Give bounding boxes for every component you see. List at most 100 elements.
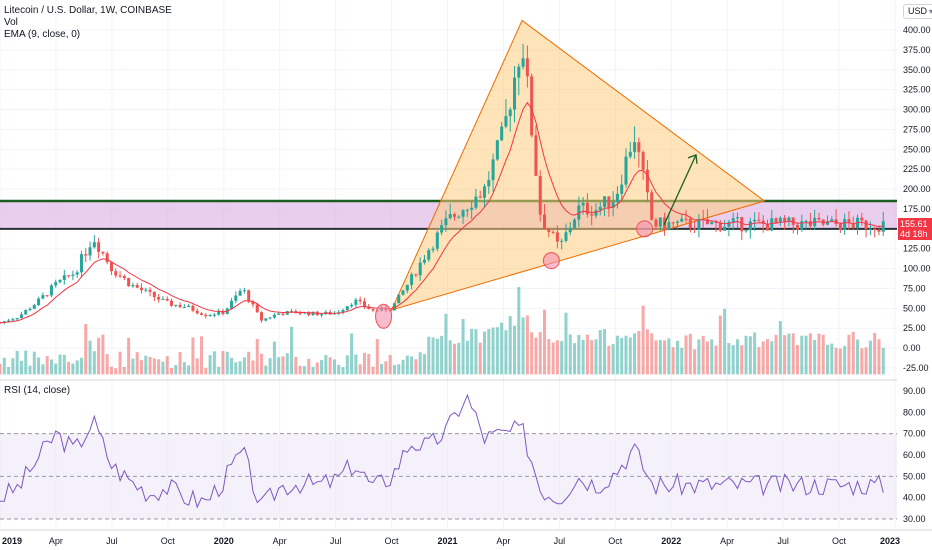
candle-body [242, 290, 246, 292]
volume-bar [650, 333, 654, 375]
volume-bar [242, 357, 246, 375]
candle-body [392, 303, 396, 311]
time-tick-label: Oct [385, 536, 400, 546]
currency-label: USD [908, 6, 928, 16]
candle-body [491, 159, 495, 181]
volume-bar [534, 337, 538, 375]
candle-body [487, 180, 491, 187]
volume-bar [543, 309, 547, 375]
volume-bar [84, 323, 88, 375]
rsi-tick-label: 80.00 [903, 407, 926, 417]
candle-body [628, 151, 632, 157]
volume-bar [787, 333, 791, 375]
candle-body [478, 196, 482, 198]
candlesticks [0, 43, 885, 325]
volume-bar [663, 340, 667, 375]
candle-body [551, 231, 555, 233]
axes: 400.00 375.00 350.00 325.00 300.00 275.00 250.… [0, 25, 932, 546]
candle-body [765, 223, 769, 231]
volume-bar [208, 355, 212, 375]
volume-bar [864, 347, 868, 375]
volume-bar [461, 318, 465, 375]
candle-body [135, 284, 139, 288]
candle-body [791, 217, 795, 225]
volume-bar [765, 339, 769, 375]
candle-body [495, 140, 499, 160]
volume-bar [191, 337, 195, 375]
candle-body [513, 77, 517, 110]
symbol-title[interactable]: Litecoin / U.S. Dollar, 1W, COINBASE [4, 5, 172, 16]
volume-bar [504, 330, 508, 375]
candle-body [320, 314, 324, 316]
candle-body [97, 242, 101, 252]
volume-bar [0, 363, 2, 375]
volume-bar [457, 342, 461, 375]
candle-body [144, 289, 148, 291]
rsi-legend[interactable]: RSI (14, close) [4, 385, 71, 396]
volume-bar [680, 347, 684, 375]
volume-bar [873, 332, 877, 375]
volume-bar [838, 348, 842, 375]
volume-bar [19, 360, 23, 375]
price-tick-label: 350.00 [903, 65, 931, 75]
candle-body [92, 242, 96, 248]
candle-body [564, 232, 568, 241]
volume-bar [581, 339, 585, 375]
candle-body [645, 169, 649, 193]
projection-arrow-line[interactable] [663, 154, 697, 226]
candle-body [877, 229, 881, 232]
currency-selector[interactable]: USD ▾ [903, 4, 932, 19]
volume-bar [2, 357, 6, 375]
volume-bar [114, 368, 118, 375]
volume-bar [868, 340, 872, 375]
circle-marker[interactable] [375, 303, 393, 329]
candle-body [444, 218, 448, 226]
volume-bar [298, 365, 302, 375]
candle-body [174, 304, 178, 306]
candle-body [247, 290, 251, 302]
volume-bar [75, 360, 79, 375]
volume-bar [658, 339, 662, 375]
time-tick-label: Jul [106, 536, 118, 546]
volume-bar [217, 366, 221, 375]
candle-body [457, 216, 461, 218]
volume-bar [37, 357, 41, 375]
circle-marker[interactable] [636, 220, 654, 238]
candle-body [212, 314, 216, 316]
candle-body [32, 305, 36, 309]
volume-bar [135, 352, 139, 375]
candle-body [693, 228, 697, 230]
volume-bar [573, 343, 577, 375]
candle-body [260, 312, 264, 321]
volume-bar [397, 364, 401, 375]
triangle-pattern[interactable] [390, 19, 766, 311]
candle-body [868, 228, 872, 230]
candle-body [11, 319, 15, 321]
candle-body [101, 251, 105, 254]
volume-bar [414, 359, 418, 375]
circle-marker[interactable] [542, 252, 560, 270]
candle-body [62, 275, 66, 280]
candle-body [774, 218, 778, 223]
volume-bar [705, 341, 709, 375]
price-tick-label: 175.00 [903, 204, 931, 214]
candle-body [611, 202, 615, 208]
volume-bar [45, 356, 49, 375]
volume-bar [513, 325, 517, 375]
candle-body [654, 219, 658, 227]
candle-body [341, 309, 345, 313]
ema-legend[interactable]: EMA (9, close, 0) [4, 29, 81, 40]
volume-bar [320, 360, 324, 375]
volume-bars [0, 287, 885, 375]
price-tick-label: 75.00 [903, 283, 926, 293]
candle-body [350, 304, 354, 307]
volume-bar [58, 354, 62, 375]
volume-bar [590, 340, 594, 375]
arrow-head-icon[interactable] [687, 153, 698, 164]
volume-legend[interactable]: Vol [4, 17, 18, 28]
triangle-drawing [390, 19, 766, 311]
volume-bar [255, 338, 259, 375]
rsi-tick-label: 30.00 [903, 514, 926, 524]
